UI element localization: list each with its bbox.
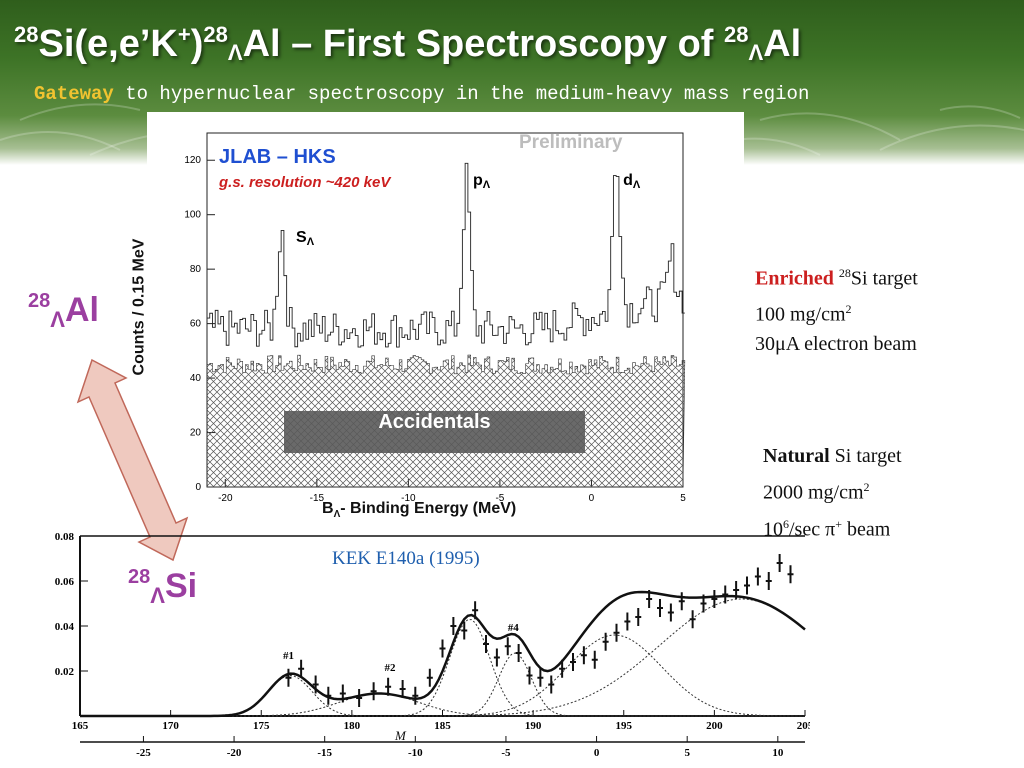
jlab-ytick-label-3: 60 bbox=[190, 319, 202, 330]
natural-target-info: Natural Si target 2000 mg/cm2 106/sec π+… bbox=[763, 445, 902, 541]
peak-label-s: SΛ bbox=[296, 229, 315, 248]
kek-xlabel: M bbox=[395, 728, 406, 743]
kek-xtick-label-2: 175 bbox=[253, 720, 270, 732]
enriched-target-info: Enriched 28Si target 100 mg/cm2 30μA ele… bbox=[755, 266, 918, 356]
jlab-xtick-label-1: -15 bbox=[310, 493, 325, 504]
kek-xtick2-label-5: 0 bbox=[594, 747, 600, 759]
kek-xtick2-label-6: 5 bbox=[684, 747, 690, 759]
kek-xtick-label-0: 165 bbox=[72, 720, 89, 732]
jlab-ytick-label-4: 80 bbox=[190, 264, 202, 275]
kek-xtick-label-5: 190 bbox=[525, 720, 542, 732]
kek-xtick2-label-1: -20 bbox=[227, 747, 242, 759]
kek-ytick-label-2: 0.06 bbox=[55, 576, 75, 588]
jlab-xtick-label-4: 0 bbox=[589, 493, 595, 504]
preliminary-watermark: Preliminary bbox=[519, 132, 623, 153]
kek-xtick2-label-0: -25 bbox=[136, 747, 151, 759]
jlab-resolution: g.s. resolution ~420 keV bbox=[219, 174, 391, 191]
jlab-xtick-label-3: -5 bbox=[495, 493, 504, 504]
jlab-ytick-label-2: 40 bbox=[190, 373, 202, 384]
kek-xtick2-label-7: 10 bbox=[772, 747, 784, 759]
kek-peak-label-1: #2 bbox=[385, 662, 397, 674]
kek-peak-label-2: #4 bbox=[508, 622, 520, 634]
si-hypernucleus-label: 28ΛSi bbox=[124, 566, 202, 609]
kek-xtick-label-4: 185 bbox=[434, 720, 451, 732]
jlab-ytick-label-0: 0 bbox=[195, 482, 201, 493]
kek-xtick-label-7: 200 bbox=[706, 720, 723, 732]
jlab-ytick-label-6: 120 bbox=[184, 155, 201, 166]
kek-fit-component-0 bbox=[80, 674, 805, 717]
jlab-ytick-label-5: 100 bbox=[184, 210, 201, 221]
kek-fit-component-5 bbox=[80, 598, 806, 717]
kek-xtick-label-1: 170 bbox=[162, 720, 179, 732]
gateway-word: Gateway bbox=[34, 83, 114, 105]
kek-title: KEK E140a (1995) bbox=[332, 548, 480, 569]
jlab-xtick-label-0: -20 bbox=[218, 493, 233, 504]
al-hypernucleus-label: 28ΛAl bbox=[28, 290, 99, 332]
jlab-xtick-label-2: -10 bbox=[401, 493, 416, 504]
jlab-ytick-label-1: 20 bbox=[190, 428, 202, 439]
kek-fit-component-3 bbox=[80, 652, 805, 717]
kek-xtick2-label-2: -15 bbox=[317, 747, 332, 759]
signal-histogram bbox=[206, 162, 685, 487]
kek-peak-label-0: #1 bbox=[283, 650, 294, 662]
kek-total-fit bbox=[80, 590, 806, 718]
kek-xtick-label-8: 205 bbox=[797, 720, 810, 732]
jlab-plot-panel: -20 -15 -10 -5 0 5 0 20 40 60 80 100 120 SΛ pΛ dΛ JLAB… bbox=[130, 112, 744, 522]
peak-label-p: pΛ bbox=[473, 172, 491, 191]
jlab-xtick-label-5: 5 bbox=[680, 493, 686, 504]
kek-ytick-label-1: 0.04 bbox=[55, 621, 75, 633]
kek-ytick-label-0: 0.02 bbox=[55, 666, 75, 678]
kek-xtick2-label-4: -5 bbox=[501, 747, 511, 759]
kek-ytick-label-3: 0.08 bbox=[55, 531, 75, 543]
page-title: 28Si(e,e’K+)28ΛAl – First Spectroscopy o… bbox=[14, 22, 802, 65]
accidentals-label: Accidentals bbox=[284, 411, 585, 453]
kek-xtick-label-6: 195 bbox=[616, 720, 633, 732]
kek-xtick2-label-3: -10 bbox=[408, 747, 423, 759]
kek-fit-component-2 bbox=[80, 619, 805, 717]
kek-spectrum: 0.02 0.04 0.06 0.08 165 170 175 180 185 190 195 200… bbox=[55, 531, 810, 759]
jlab-title: JLAB – HKS bbox=[219, 146, 336, 168]
double-arrow bbox=[76, 358, 189, 562]
page-subtitle: Gateway to hypernuclear spectroscopy in … bbox=[34, 83, 810, 105]
peak-label-d: dΛ bbox=[623, 172, 641, 191]
kek-xtick-label-3: 180 bbox=[344, 720, 361, 732]
jlab-xlabel: BΛ- Binding Energy (MeV) bbox=[322, 500, 517, 521]
